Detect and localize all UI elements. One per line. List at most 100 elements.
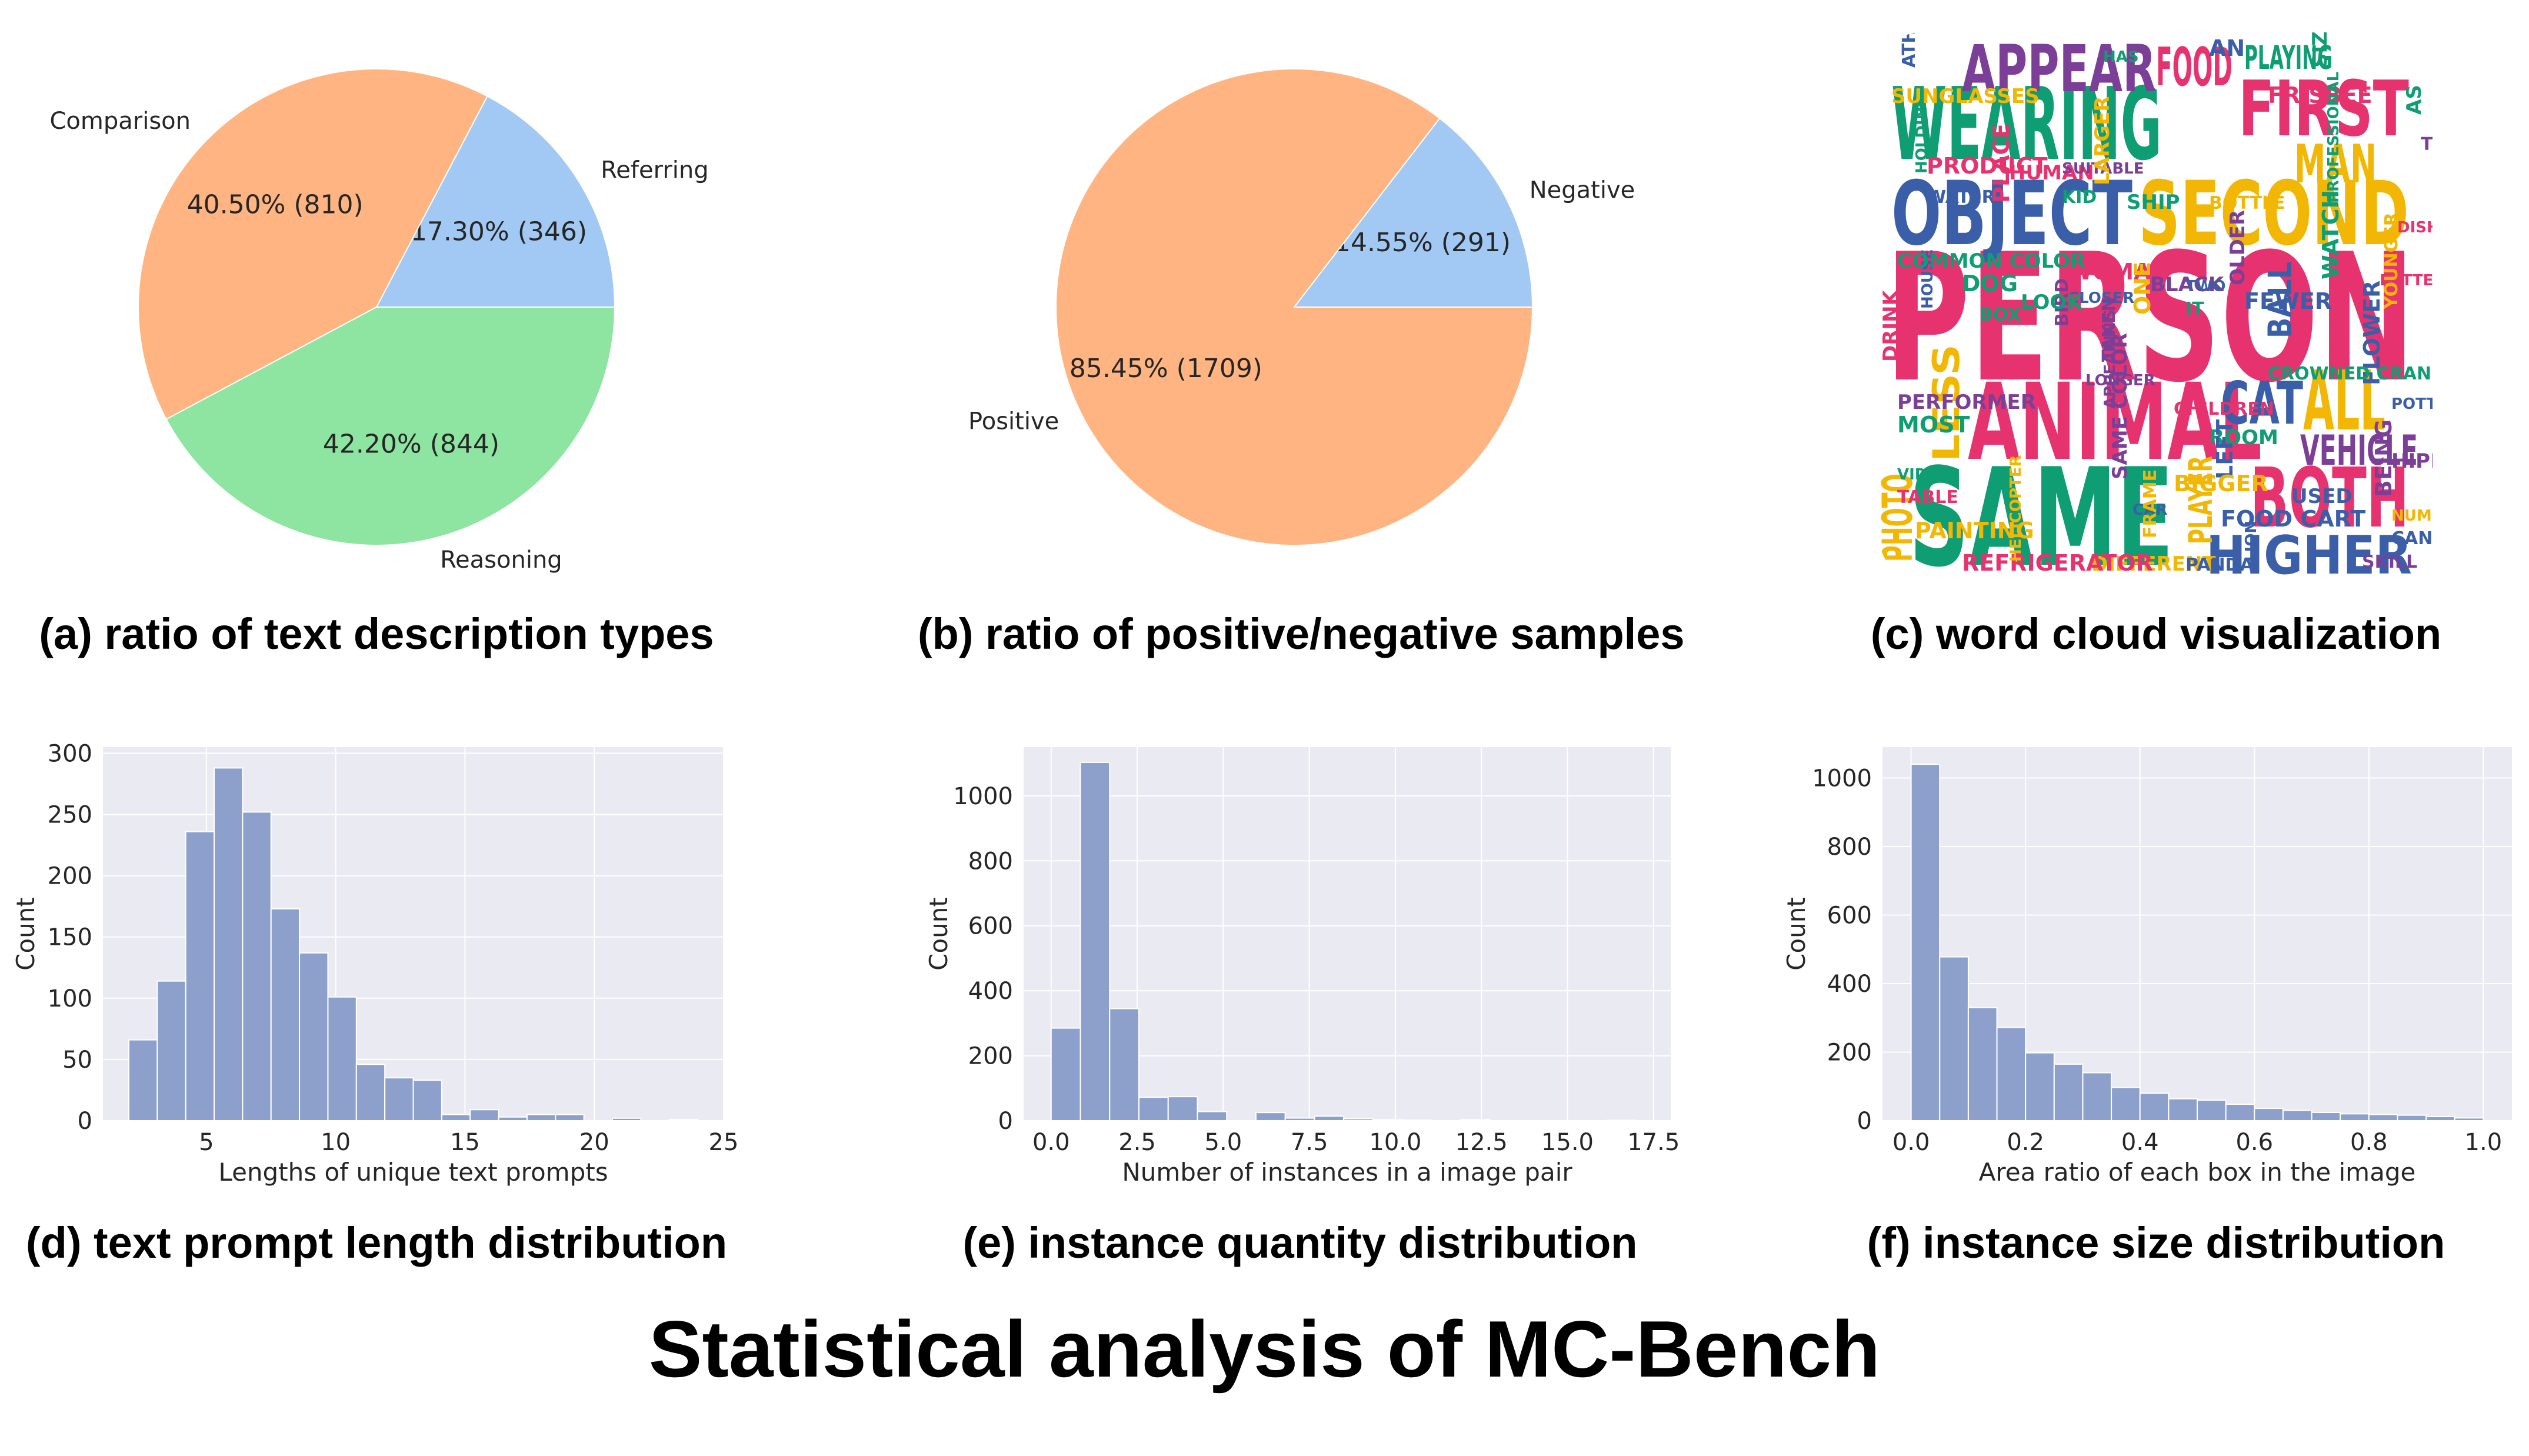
histogram-bar <box>2368 1114 2398 1121</box>
histogram-bar <box>2053 1063 2084 1122</box>
histogram-bar <box>2454 1117 2484 1122</box>
histogram-instance-quantity-svg: 0.0 2.5 5.0 7.5 10.0 12.5 15.0 17.5 0 200 400 600 80… <box>924 747 1680 1187</box>
wordcloud-word: FRAME <box>2140 469 2161 538</box>
y-tick-label: 800 <box>968 848 1013 875</box>
wordcloud-word: FOOD <box>2156 36 2233 98</box>
pie-label-positive: Positive <box>968 408 1059 435</box>
histogram-bar <box>1138 1097 1169 1121</box>
wordcloud-word: PRODUCT <box>1927 153 2048 179</box>
wordcloud-word: BIRD <box>2052 278 2072 326</box>
y-tick-label: 250 <box>48 802 92 829</box>
wordcloud-word: PANDA <box>2185 555 2254 575</box>
histogram-instance-quantity: 0.0 2.5 5.0 7.5 10.0 12.5 15.0 17.5 0 200 400 600 80… <box>906 729 1718 1188</box>
wordcloud-word: VEHICLE <box>2300 427 2418 475</box>
wordcloud-word: PLAYER <box>2182 456 2220 544</box>
y-tick-label: 800 <box>1827 834 1872 861</box>
pie-label-referring: Referring <box>601 157 708 184</box>
histogram-bar <box>555 1114 585 1121</box>
wordcloud-word: SUITABLE <box>2062 160 2144 178</box>
caption-d: (d) text prompt length distribution <box>25 1218 728 1267</box>
wordcloud-word: TWO <box>2185 278 2226 295</box>
wordcloud-word: NUMBER <box>2391 507 2433 525</box>
wordcloud-word: OLDER <box>2226 210 2250 285</box>
wordcloud-word: SAME <box>1909 440 2174 579</box>
histogram-instance-size: 0.0 0.2 0.4 0.6 0.8 1.0 0 200 400 600 800 1000 Area … <box>1765 729 2529 1188</box>
histogram-bar <box>1401 1119 1432 1121</box>
histogram-bar <box>1910 764 1941 1122</box>
x-tick-label: 0.8 <box>2350 1129 2388 1156</box>
y-tick-label: 300 <box>48 740 92 767</box>
wordcloud-word: APPEARING <box>2101 309 2119 409</box>
y-tick-label: 100 <box>48 985 92 1012</box>
histogram-bar <box>1255 1112 1286 1122</box>
y-tick-label: 150 <box>48 924 92 951</box>
wordcloud-word: HIPPO <box>2391 449 2433 473</box>
histogram-bar <box>1996 1027 2027 1121</box>
wordcloud-word: BLACK <box>2150 273 2225 296</box>
wordcloud-word: PERSON <box>1885 216 2415 421</box>
wordcloud-word: BETTER <box>2380 272 2433 289</box>
y-tick-label: 200 <box>968 1043 1013 1070</box>
wordcloud-word: SAME COLOR <box>2108 333 2132 479</box>
x-tick-label: 12.5 <box>1455 1129 1508 1156</box>
wordcloud-word: PROFESSIONAL <box>2325 72 2343 203</box>
y-tick-label: 0 <box>998 1108 1013 1135</box>
wordcloud-word: APPEAR <box>1962 32 2156 106</box>
histogram-bar <box>498 1116 528 1121</box>
histogram-bar <box>1050 1027 1081 1121</box>
x-tick-label: 2.5 <box>1118 1129 1156 1156</box>
y-tick-label: 1000 <box>1812 765 1872 792</box>
histogram-bar <box>2397 1114 2427 1121</box>
y-tick-label: 400 <box>968 978 1013 1005</box>
histogram-bar <box>2225 1104 2255 1121</box>
histogram-instance-size-svg: 0.0 0.2 0.4 0.6 0.8 1.0 0 200 400 600 800 1000 Area … <box>1782 747 2512 1187</box>
wordcloud-word: POTTED PLANT <box>2391 395 2433 413</box>
word-cloud: PERSON SAME WEARING ANIMAL OBJECT SECOND APPEA… <box>1880 32 2433 579</box>
wordcloud-word: CAT <box>2221 369 2303 438</box>
wordcloud-word: BOTH <box>2250 451 2409 547</box>
wordcloud-word: HAS <box>2103 48 2139 66</box>
histogram-bar <box>2111 1087 2141 1122</box>
histogram-bar <box>214 767 244 1122</box>
pie-value-reasoning: 42.20% (844) <box>323 429 499 459</box>
pie-slice-comparison <box>138 68 488 420</box>
x-tick-label: 10.0 <box>1369 1129 1421 1156</box>
wordcloud-word: ONE <box>2130 262 2155 315</box>
wordcloud-word: FLOWER <box>2359 281 2385 385</box>
x-tick-label: 1.0 <box>2465 1129 2503 1156</box>
y-tick-label: 200 <box>48 863 92 890</box>
wordcloud-word: CLOSER <box>2068 289 2134 307</box>
x-axis-label: Area ratio of each box in the image <box>1979 1158 2416 1187</box>
wordcloud-word: KID <box>2062 187 2097 208</box>
x-tick-label: 0.0 <box>1032 1129 1070 1156</box>
wordcloud-word: DOG <box>1962 271 2018 296</box>
pie-chart-pos-neg: Negative 14.55% (291) Positive 85.45% (1709… <box>918 0 1682 600</box>
histogram-bar <box>412 1079 442 1122</box>
pie-slice-referring <box>375 95 616 308</box>
x-tick-label: 15 <box>450 1129 480 1156</box>
wordcloud-word: LONGER <box>2085 372 2155 389</box>
wordcloud-word: OBJECT <box>1891 163 2133 265</box>
x-tick-label: 20 <box>579 1129 609 1156</box>
wordcloud-word: PERFORMER <box>1897 391 2036 414</box>
wordcloud-word: ANIMAL <box>1968 361 2262 484</box>
histogram-bar <box>185 831 215 1121</box>
histogram-bar <box>2168 1098 2198 1121</box>
wordcloud-word: SECOND <box>2138 163 2409 265</box>
wordcloud-word: TABLE <box>1897 487 1958 508</box>
wordcloud-word: LOOK <box>2021 291 2083 314</box>
wordcloud-word: PAINTING <box>1915 518 2034 544</box>
wordcloud-word: USED <box>2291 485 2353 508</box>
wordcloud-word: FIRST <box>2238 64 2409 154</box>
histogram-bar <box>1197 1111 1228 1121</box>
histogram-bar <box>2425 1116 2455 1121</box>
wordcloud-word: COMMON COLOR <box>1897 249 2085 273</box>
histogram-bar <box>1167 1096 1198 1122</box>
wordcloud-word: THEIR <box>2421 134 2433 155</box>
wordcloud-word: SIZE <box>2308 32 2332 68</box>
x-tick-label: 0.2 <box>2007 1129 2044 1156</box>
wordcloud-word: HELICOPTER <box>2007 455 2025 562</box>
wordcloud-word: PLACE <box>1988 124 2014 203</box>
caption-e: (e) instance quantity distribution <box>962 1218 1638 1267</box>
